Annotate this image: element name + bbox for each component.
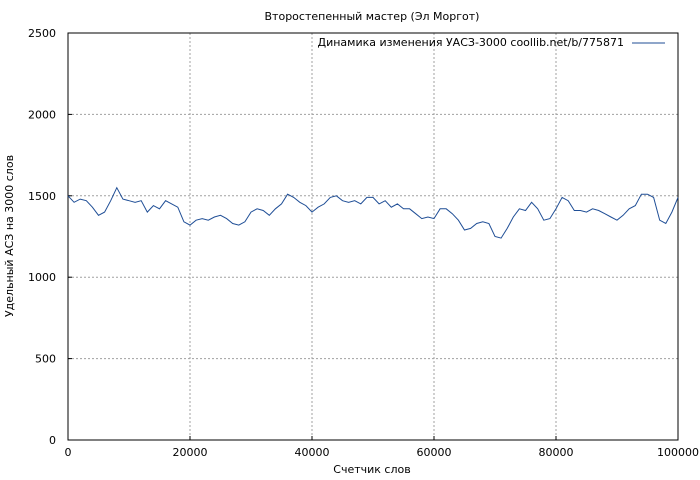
x-tick-label: 20000 [173,446,208,459]
x-tick-label: 60000 [417,446,452,459]
y-axis-label: Удельный АСЗ на 3000 слов [3,155,16,317]
x-axis-label: Счетчик слов [333,463,410,476]
chart-title: Второстепенный мастер (Эл Моргот) [265,10,480,23]
y-tick-label: 2000 [28,108,56,121]
series-lines [67,186,679,239]
plot-frame [67,32,679,441]
y-tick-label: 1500 [28,190,56,203]
y-tick-label: 500 [35,353,56,366]
x-tick-label: 100000 [657,446,699,459]
x-tick-label: 40000 [295,446,330,459]
y-tick-label: 0 [49,434,56,447]
axis-ticks: 0 20000 40000 60000 80000 100000 0 500 1000 1500 2… [28,27,699,459]
x-tick-label: 0 [65,446,72,459]
y-tick-label: 1000 [28,271,56,284]
y-tick-label: 2500 [28,27,56,40]
x-tick-label: 80000 [539,446,574,459]
legend-label: Динамика изменения УАСЗ-3000 coollib.net… [318,36,625,49]
legend: Динамика изменения УАСЗ-3000 coollib.net… [318,36,665,49]
grid-lines [68,33,678,440]
series-line [67,186,679,239]
